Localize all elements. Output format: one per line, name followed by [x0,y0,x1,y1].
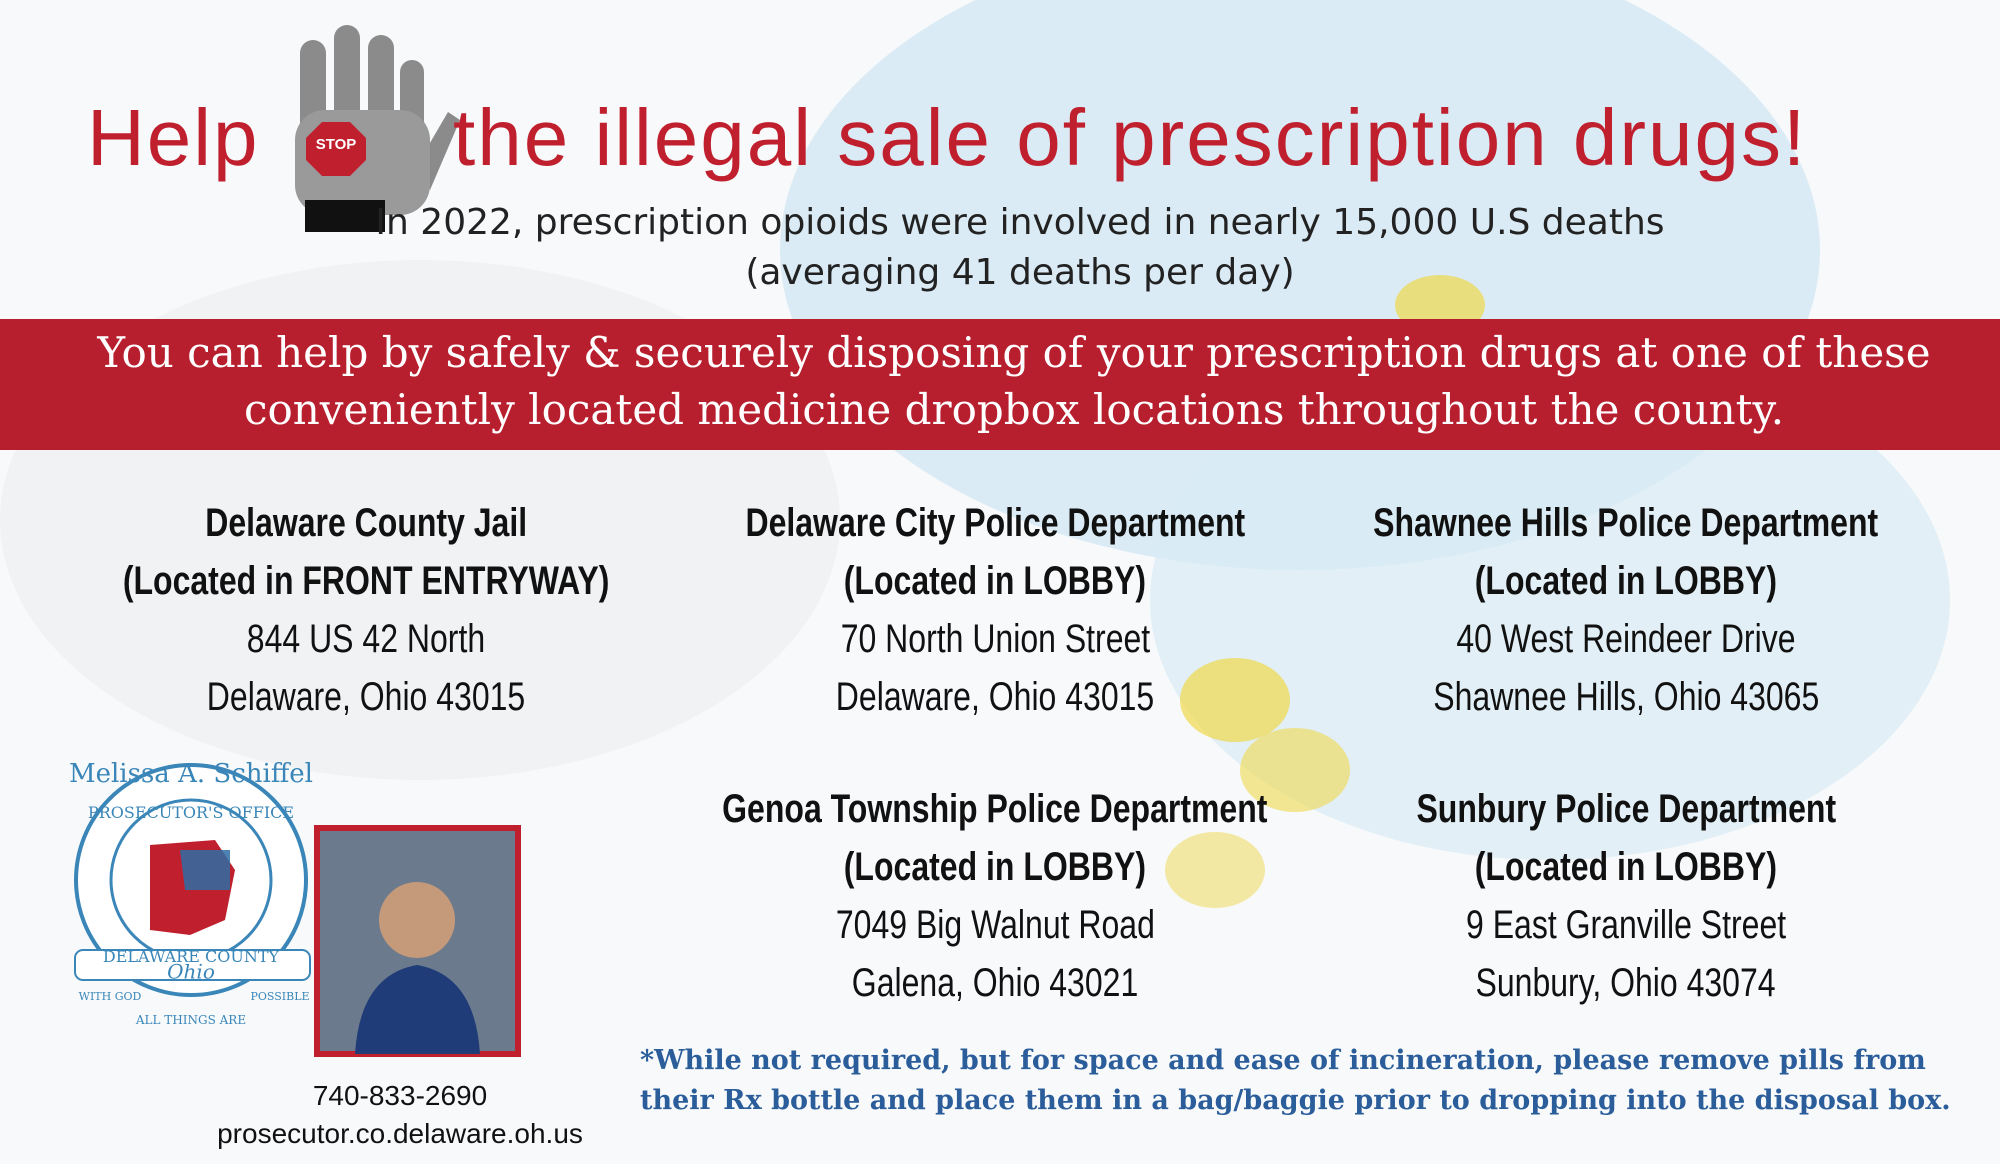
location: Delaware City Police Department (Located … [645,494,1345,726]
location-row: (Located in LOBBY) [1276,552,1976,610]
pill [1240,728,1350,812]
location-row: 9 East Granville Street [1276,896,1976,954]
stop-hand [295,25,460,232]
location-name: Genoa Township Police Department [722,787,1268,831]
location-row: Sunbury, Ohio 43074 [1276,954,1976,1012]
location-row: (Located in LOBBY) [645,552,1345,610]
website: prosecutor.co.delaware.oh.us [217,1118,583,1149]
location: Genoa Township Police Department (Located… [645,780,1345,1012]
logo-state: Ohio [167,960,215,984]
logo-county: DELAWARE COUNTY [103,947,280,966]
location-row: 844 US 42 North [16,610,716,668]
portrait-face [379,882,455,958]
location-row: 40 West Reindeer Drive [1276,610,1976,668]
location-note: (Located in LOBBY) [843,845,1147,889]
phone: 740-833-2690 [312,1080,488,1111]
location-row: Genoa Township Police Department [645,780,1345,838]
logo-office: PROSECUTOR'S OFFICE [88,803,294,822]
title-start: Help [87,93,260,182]
subtitle: (averaging 41 deaths per day) [745,252,1295,293]
location-row: Delaware, Ohio 43015 [16,668,716,726]
location-name: Sunbury Police Department [1416,787,1836,831]
banner [0,319,2000,450]
pill [1180,658,1290,742]
location-note: (Located in FRONT ENTRYWAY) [122,559,610,603]
footnote: *While not required, but for space and e… [640,1045,1926,1076]
location-name: Delaware County Jail [205,501,527,545]
location-note: (Located in LOBBY) [1474,559,1778,603]
portrait-dress [355,965,480,1054]
subtitle: In 2022, prescription opioids were invol… [375,202,1665,243]
location-row: 7049 Big Walnut Road [645,896,1345,954]
logo-motto: POSSIBLE [250,990,309,1003]
location-note: (Located in LOBBY) [1474,845,1778,889]
location-note: (Located in LOBBY) [843,559,1147,603]
title-end: the illegal sale of prescription drugs! [453,93,1808,182]
stop-sign: STOP [316,136,357,153]
location-street: 9 East Granville Street [1465,903,1787,947]
location-row: Galena, Ohio 43021 [645,954,1345,1012]
location-row: Delaware, Ohio 43015 [645,668,1345,726]
location-street: 7049 Big Walnut Road [835,903,1155,947]
location: Sunbury Police Department (Located in LOB… [1276,780,1976,1012]
location-row: 70 North Union Street [645,610,1345,668]
location-name: Delaware City Police Department [745,501,1245,545]
location-row: Sunbury Police Department [1276,780,1976,838]
location-row: (Located in LOBBY) [1276,838,1976,896]
location: Shawnee Hills Police Department (Located … [1276,494,1976,726]
pill [1165,832,1265,908]
location-street: 844 US 42 North [246,617,486,661]
location-street: 70 North Union Street [840,617,1150,661]
banner-text: You can help by safely & securely dispos… [97,328,1931,377]
pill-box [1150,340,1950,860]
location: Delaware County Jail (Located in FRONT EN… [16,494,716,726]
logo-name: Melissa A. Schiffel [69,759,313,789]
location-row: Delaware City Police Department [645,494,1345,552]
location-row: Shawnee Hills, Ohio 43065 [1276,668,1976,726]
banner-text: conveniently located medicine dropbox lo… [243,385,1785,434]
location-row: Shawnee Hills Police Department [1276,494,1976,552]
location-row: (Located in FRONT ENTRYWAY) [16,552,716,610]
location-city: Sunbury, Ohio 43074 [1475,961,1777,1005]
location-row: Delaware County Jail [16,494,716,552]
location-name: Shawnee Hills Police Department [1373,501,1879,545]
logo-motto: ALL THINGS ARE [135,1013,246,1027]
footnote: their Rx bottle and place them in a bag/… [640,1085,1951,1116]
location-city: Shawnee Hills, Ohio 43065 [1432,675,1820,719]
logo-motto: WITH GOD [79,990,142,1003]
location-city: Delaware, Ohio 43015 [206,675,526,719]
location-city: Delaware, Ohio 43015 [835,675,1155,719]
location-row: (Located in LOBBY) [645,838,1345,896]
location-street: 40 West Reindeer Drive [1456,617,1796,661]
seal [74,763,311,997]
location-city: Galena, Ohio 43021 [851,961,1139,1005]
